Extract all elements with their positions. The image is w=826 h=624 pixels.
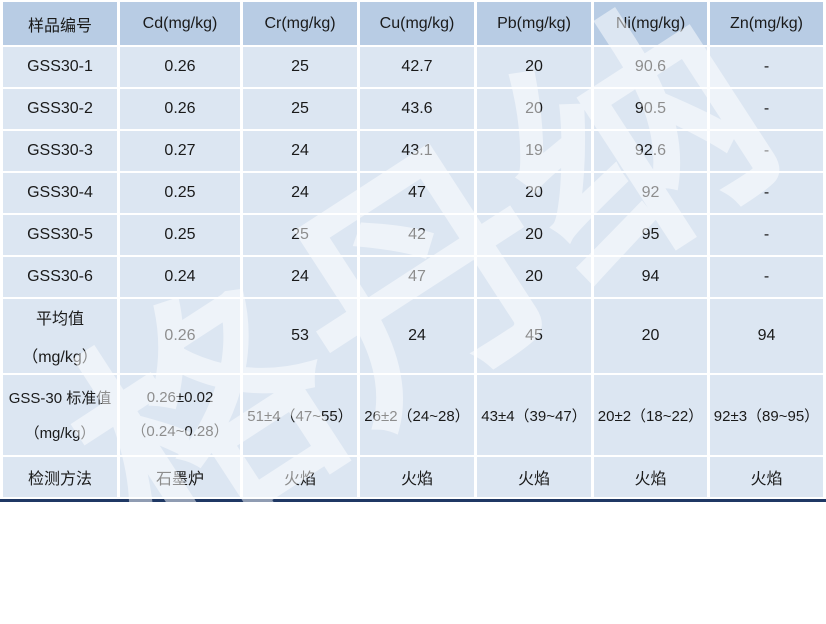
data-cell: 45 bbox=[477, 299, 591, 373]
data-cell: 0.25 bbox=[120, 173, 240, 213]
col-header-cu: Cu(mg/kg) bbox=[360, 2, 474, 45]
data-cell: 42.7 bbox=[360, 47, 474, 87]
data-cell: 43.6 bbox=[360, 89, 474, 129]
data-cell: 24 bbox=[360, 299, 474, 373]
col-header-cd: Cd(mg/kg) bbox=[120, 2, 240, 45]
table-row-detection-method: 检测方法 石墨炉 火焰 火焰 火焰 火焰 火焰 bbox=[3, 457, 823, 497]
table-row-gss30-5: GSS30-5 0.25 25 42 20 95 - bbox=[3, 215, 823, 255]
data-cell: 92.6 bbox=[594, 131, 707, 171]
data-cell: 90.5 bbox=[594, 89, 707, 129]
analysis-report-table-page: 样品编号 Cd(mg/kg) Cr(mg/kg) Cu(mg/kg) Pb(mg… bbox=[0, 2, 826, 502]
row-label: GSS30-5 bbox=[3, 215, 117, 255]
data-cell: 53 bbox=[243, 299, 357, 373]
data-cell-line1: 0.26±0.02 bbox=[146, 389, 214, 406]
row-label: GSS30-4 bbox=[3, 173, 117, 213]
data-cell: 92±3（89~95） bbox=[710, 375, 823, 455]
data-cell: 20 bbox=[594, 299, 707, 373]
data-cell: 火焰 bbox=[594, 457, 707, 497]
sample-results-table: 样品编号 Cd(mg/kg) Cr(mg/kg) Cu(mg/kg) Pb(mg… bbox=[3, 2, 823, 497]
col-header-cr: Cr(mg/kg) bbox=[243, 2, 357, 45]
row-label: GSS30-2 bbox=[3, 89, 117, 129]
data-cell: - bbox=[710, 47, 823, 87]
data-cell: 95 bbox=[594, 215, 707, 255]
data-cell: 20 bbox=[477, 215, 591, 255]
row-label: GSS-30 标准值 （mg/kg） bbox=[3, 375, 117, 455]
data-cell: 20 bbox=[477, 47, 591, 87]
table-row-gss30-4: GSS30-4 0.25 24 47 20 92 - bbox=[3, 173, 823, 213]
header-row: 样品编号 Cd(mg/kg) Cr(mg/kg) Cu(mg/kg) Pb(mg… bbox=[3, 2, 823, 45]
data-cell: 47 bbox=[360, 173, 474, 213]
bottom-border-line bbox=[0, 499, 826, 502]
data-cell: 51±4（47~55） bbox=[243, 375, 357, 455]
row-label-line2: （mg/kg） bbox=[22, 349, 98, 366]
data-cell: 火焰 bbox=[477, 457, 591, 497]
table-row-gss30-6: GSS30-6 0.24 24 47 20 94 - bbox=[3, 257, 823, 297]
data-cell: 20 bbox=[477, 89, 591, 129]
data-cell: 26±2（24~28） bbox=[360, 375, 474, 455]
data-cell: - bbox=[710, 89, 823, 129]
row-label: GSS30-3 bbox=[3, 131, 117, 171]
data-cell: 47 bbox=[360, 257, 474, 297]
col-header-zn: Zn(mg/kg) bbox=[710, 2, 823, 45]
data-cell: 92 bbox=[594, 173, 707, 213]
data-cell: 20±2（18~22） bbox=[594, 375, 707, 455]
data-cell: 0.24 bbox=[120, 257, 240, 297]
data-cell: 42 bbox=[360, 215, 474, 255]
table-row-gss30-1: GSS30-1 0.26 25 42.7 20 90.6 - bbox=[3, 47, 823, 87]
table-row-gss30-3: GSS30-3 0.27 24 43.1 19 92.6 - bbox=[3, 131, 823, 171]
data-cell: 25 bbox=[243, 215, 357, 255]
data-cell: 火焰 bbox=[243, 457, 357, 497]
row-label-line1: GSS-30 标准值 bbox=[8, 390, 112, 407]
data-cell: 火焰 bbox=[710, 457, 823, 497]
table-row-gss30-2: GSS30-2 0.26 25 43.6 20 90.5 - bbox=[3, 89, 823, 129]
data-cell: - bbox=[710, 131, 823, 171]
row-label: 平均值 （mg/kg） bbox=[3, 299, 117, 373]
data-cell: 43±4（39~47） bbox=[477, 375, 591, 455]
data-cell: 火焰 bbox=[360, 457, 474, 497]
data-cell: 25 bbox=[243, 89, 357, 129]
data-cell: 43.1 bbox=[360, 131, 474, 171]
data-cell: 94 bbox=[594, 257, 707, 297]
row-label: 检测方法 bbox=[3, 457, 117, 497]
data-cell: - bbox=[710, 173, 823, 213]
data-cell: - bbox=[710, 257, 823, 297]
table-row-standard-value: GSS-30 标准值 （mg/kg） 0.26±0.02 （0.24~0.28）… bbox=[3, 375, 823, 455]
data-cell: 0.26 bbox=[120, 89, 240, 129]
col-header-ni: Ni(mg/kg) bbox=[594, 2, 707, 45]
data-cell: 94 bbox=[710, 299, 823, 373]
data-cell: 24 bbox=[243, 257, 357, 297]
data-cell: 石墨炉 bbox=[120, 457, 240, 497]
data-cell: 0.26±0.02 （0.24~0.28） bbox=[120, 375, 240, 455]
data-cell: 0.26 bbox=[120, 299, 240, 373]
row-label: GSS30-1 bbox=[3, 47, 117, 87]
data-cell: 24 bbox=[243, 131, 357, 171]
data-cell: 19 bbox=[477, 131, 591, 171]
row-label-line2: （mg/kg） bbox=[24, 425, 96, 442]
table-row-average: 平均值 （mg/kg） 0.26 53 24 45 20 94 bbox=[3, 299, 823, 373]
data-cell: 20 bbox=[477, 257, 591, 297]
data-cell: - bbox=[710, 215, 823, 255]
data-cell: 0.26 bbox=[120, 47, 240, 87]
data-cell: 0.27 bbox=[120, 131, 240, 171]
row-label-line1: 平均值 bbox=[35, 311, 84, 328]
data-cell: 25 bbox=[243, 47, 357, 87]
data-cell: 0.25 bbox=[120, 215, 240, 255]
col-header-sample-id: 样品编号 bbox=[3, 2, 117, 45]
data-cell: 24 bbox=[243, 173, 357, 213]
row-label: GSS30-6 bbox=[3, 257, 117, 297]
data-cell: 20 bbox=[477, 173, 591, 213]
data-cell: 90.6 bbox=[594, 47, 707, 87]
col-header-pb: Pb(mg/kg) bbox=[477, 2, 591, 45]
data-cell-line2: （0.24~0.28） bbox=[131, 423, 229, 440]
